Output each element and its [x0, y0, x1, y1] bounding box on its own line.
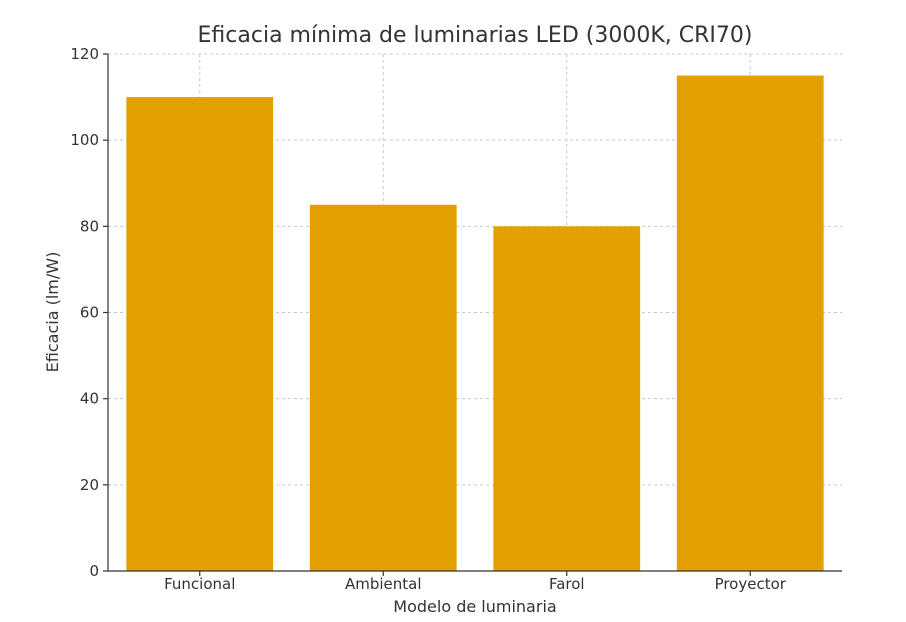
x-axis-label: Modelo de luminaria — [393, 597, 556, 616]
bar-funcional — [126, 97, 274, 571]
bars — [126, 75, 824, 572]
y-tick-label: 0 — [89, 562, 99, 580]
y-tick-label: 60 — [80, 304, 99, 322]
y-ticks: 0 20 40 60 80 100 120 — [70, 45, 108, 580]
chart-title: Eficacia mínima de luminarias LED (3000K… — [198, 23, 753, 48]
y-axis-label: Eficacia (lm/W) — [43, 252, 62, 373]
x-tick-label: Funcional — [164, 575, 235, 593]
bar-farol — [493, 226, 641, 572]
x-tick-label: Ambiental — [345, 575, 422, 593]
x-tick-label: Proyector — [715, 575, 787, 593]
x-tick-label: Farol — [549, 575, 585, 593]
y-tick-label: 120 — [70, 45, 99, 63]
y-tick-label: 100 — [70, 131, 99, 149]
x-ticks: Funcional Ambiental Farol Proyector — [164, 571, 787, 593]
bar-ambiental — [309, 204, 457, 571]
y-tick-label: 40 — [80, 390, 99, 408]
y-tick-label: 80 — [80, 217, 99, 235]
y-tick-label: 20 — [80, 476, 99, 494]
bar-proyector — [676, 75, 824, 572]
